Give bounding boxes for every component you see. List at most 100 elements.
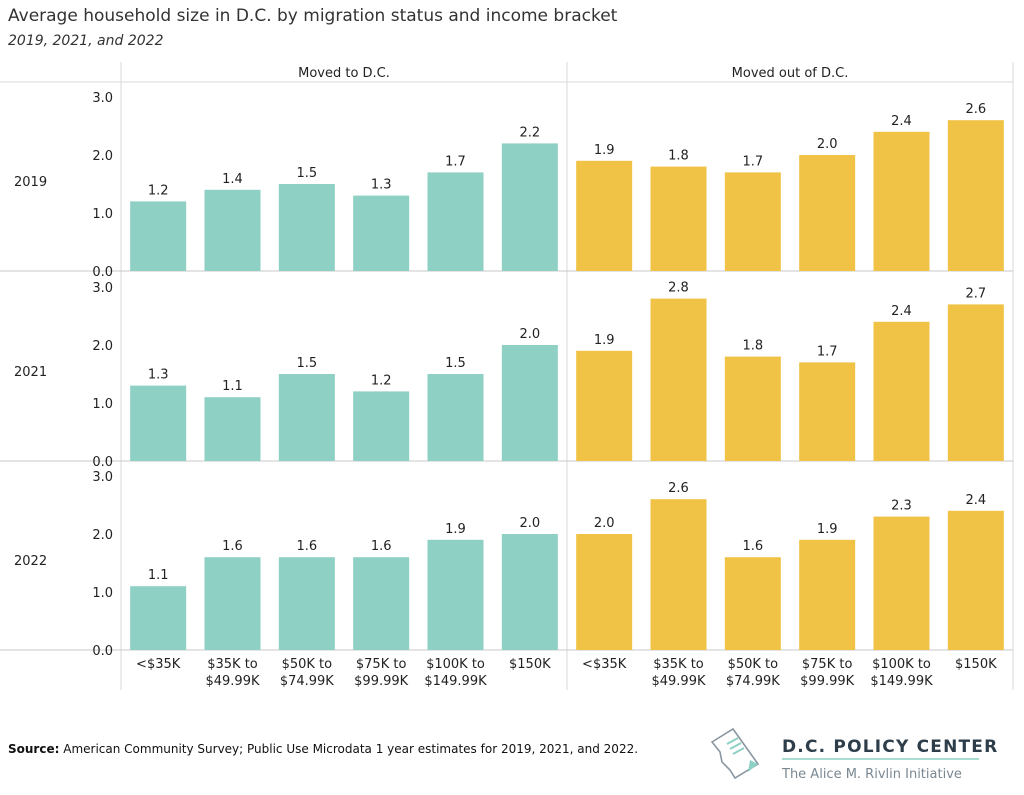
bar xyxy=(947,304,1004,461)
bar xyxy=(873,321,930,461)
x-tick-label: $75K to $99.99K xyxy=(800,657,854,689)
x-tick-label: <$35K xyxy=(136,657,181,672)
x-tick-label: $50K to $74.99K xyxy=(280,657,334,689)
bar xyxy=(427,539,484,650)
bar xyxy=(353,557,410,650)
column-header: Moved out of D.C. xyxy=(732,66,849,81)
x-tick-label: $35K to $49.99K xyxy=(205,657,259,689)
y-tick-label: 1.0 xyxy=(92,207,113,222)
data-label: 1.8 xyxy=(742,339,763,354)
bar xyxy=(501,143,558,271)
bar xyxy=(130,201,187,271)
y-tick-label: 2.0 xyxy=(92,339,113,354)
document-map-icon xyxy=(710,727,760,780)
bar xyxy=(873,131,930,271)
data-label: 1.5 xyxy=(296,166,317,181)
data-label: 2.4 xyxy=(965,493,986,508)
data-label: 1.9 xyxy=(817,522,838,537)
y-tick-label: 0.0 xyxy=(92,455,113,470)
x-tick-label: $150K xyxy=(955,657,997,672)
bar xyxy=(501,345,558,461)
data-label: 2.0 xyxy=(519,327,540,342)
data-label: 2.0 xyxy=(594,516,615,531)
row-label: 2021 xyxy=(14,365,47,380)
dc-policy-center-logo: D.C. POLICY CENTER The Alice M. Rivlin I… xyxy=(710,727,998,782)
bar xyxy=(278,557,335,650)
bar xyxy=(576,160,633,271)
bar xyxy=(576,534,633,650)
y-tick-label: 0.0 xyxy=(92,265,113,280)
x-tick-label: $50K to $74.99K xyxy=(726,657,780,689)
y-tick-label: 2.0 xyxy=(92,528,113,543)
x-tick-label: $35K to $49.99K xyxy=(651,657,705,689)
bar xyxy=(724,172,781,271)
bar xyxy=(799,155,856,271)
bar xyxy=(501,534,558,650)
row-label: 2019 xyxy=(14,175,47,190)
source-text: American Community Survey; Public Use Mi… xyxy=(63,742,639,756)
data-label: 2.8 xyxy=(668,281,689,296)
data-label: 2.0 xyxy=(817,137,838,152)
bar xyxy=(204,397,261,461)
bar xyxy=(873,516,930,650)
logo-name: D.C. POLICY CENTER xyxy=(782,737,998,757)
data-label: 2.6 xyxy=(965,102,986,117)
x-tick-label: $150K xyxy=(509,657,551,672)
bar xyxy=(947,120,1004,271)
bar xyxy=(799,362,856,461)
data-label: 1.1 xyxy=(222,379,243,394)
bar xyxy=(427,172,484,271)
bar xyxy=(204,557,261,650)
data-label: 1.6 xyxy=(296,539,317,554)
data-label: 2.6 xyxy=(668,481,689,496)
data-label: 1.7 xyxy=(445,154,466,169)
data-label: 1.3 xyxy=(148,368,169,383)
bar xyxy=(353,391,410,461)
bar xyxy=(204,189,261,271)
bar xyxy=(650,298,707,461)
x-tick-label: $100K to $149.99K xyxy=(870,657,933,689)
bar xyxy=(427,374,484,461)
chart-subtitle: 2019, 2021, and 2022 xyxy=(8,33,164,49)
y-tick-label: 3.0 xyxy=(92,281,113,296)
bar xyxy=(650,166,707,271)
bar xyxy=(799,539,856,650)
bar xyxy=(724,557,781,650)
bar xyxy=(576,350,633,461)
bar xyxy=(947,510,1004,650)
logo-tagline: The Alice M. Rivlin Initiative xyxy=(781,767,962,782)
data-label: 1.6 xyxy=(742,539,763,554)
data-label: 1.5 xyxy=(445,356,466,371)
data-label: 2.3 xyxy=(891,499,912,514)
row-label: 2022 xyxy=(14,554,47,569)
data-label: 1.2 xyxy=(371,373,392,388)
column-header: Moved to D.C. xyxy=(298,66,390,81)
data-label: 1.1 xyxy=(148,568,169,583)
source-note: Source: American Community Survey; Publi… xyxy=(8,742,638,756)
bar xyxy=(130,385,187,461)
y-tick-label: 2.0 xyxy=(92,149,113,164)
bar xyxy=(724,356,781,461)
y-tick-label: 3.0 xyxy=(92,470,113,485)
data-label: 1.6 xyxy=(371,539,392,554)
data-label: 2.4 xyxy=(891,114,912,129)
data-label: 1.7 xyxy=(742,154,763,169)
chart-title: Average household size in D.C. by migrat… xyxy=(8,6,618,26)
x-tick-label: $75K to $99.99K xyxy=(354,657,408,689)
y-tick-label: 3.0 xyxy=(92,91,113,106)
y-tick-label: 1.0 xyxy=(92,397,113,412)
data-label: 1.6 xyxy=(222,539,243,554)
bar xyxy=(130,586,187,650)
y-tick-label: 0.0 xyxy=(92,644,113,659)
data-label: 1.5 xyxy=(296,356,317,371)
data-label: 1.9 xyxy=(594,333,615,348)
x-tick-label: <$35K xyxy=(582,657,627,672)
source-label: Source: xyxy=(8,742,60,756)
bar xyxy=(278,374,335,461)
data-label: 2.2 xyxy=(519,125,540,140)
data-label: 1.4 xyxy=(222,172,243,187)
data-label: 1.9 xyxy=(445,522,466,537)
bar xyxy=(278,184,335,271)
data-label: 2.4 xyxy=(891,304,912,319)
bar xyxy=(650,499,707,650)
